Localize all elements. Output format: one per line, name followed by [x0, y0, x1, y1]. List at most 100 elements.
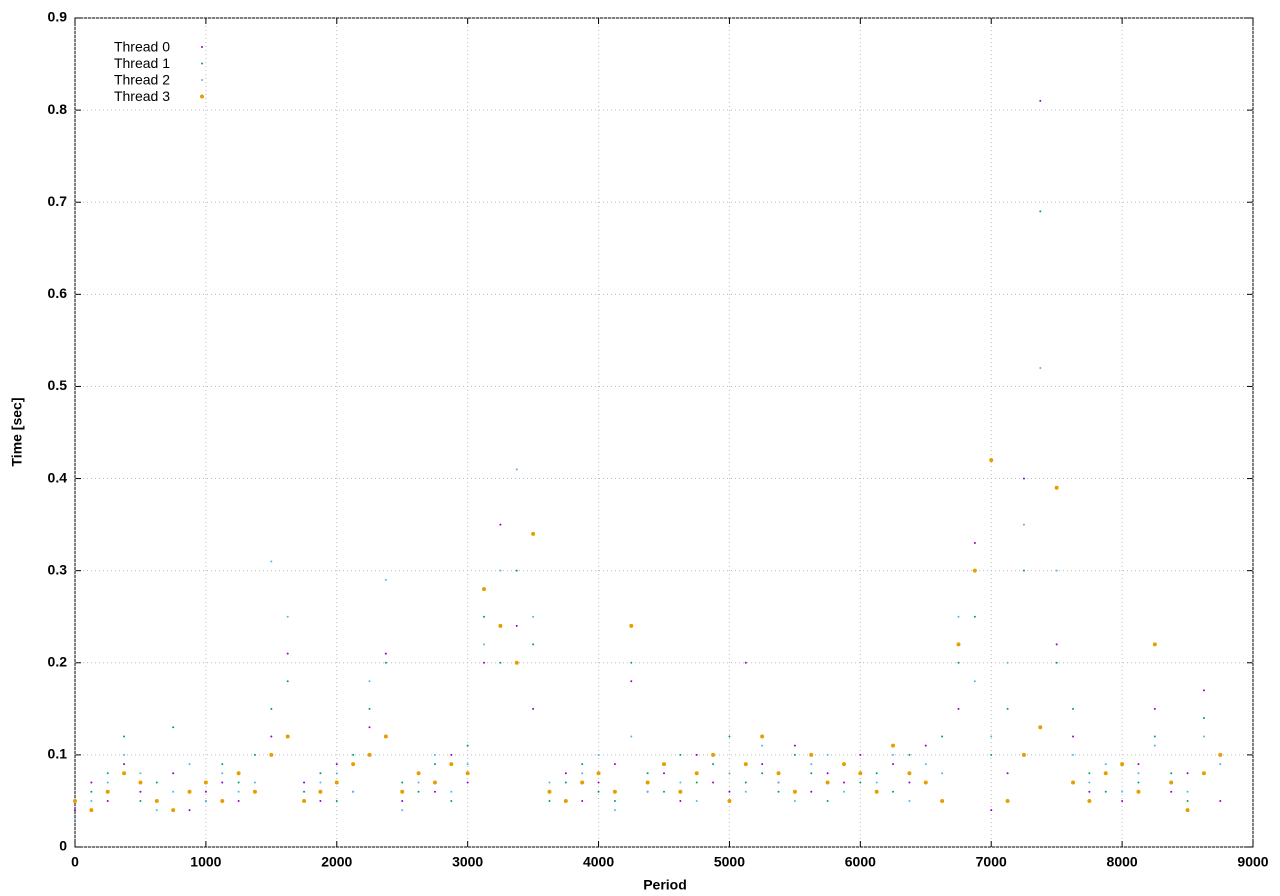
point [663, 772, 665, 775]
point [221, 772, 224, 775]
point [810, 772, 813, 775]
point [499, 661, 502, 664]
point [172, 726, 175, 729]
point [171, 808, 176, 813]
point [1153, 707, 1156, 710]
point [122, 771, 127, 776]
point [334, 780, 339, 785]
point [842, 790, 845, 793]
point [449, 762, 454, 767]
point [154, 798, 159, 803]
point [1201, 771, 1206, 776]
point [1072, 753, 1075, 756]
point [1072, 735, 1075, 738]
point [1186, 790, 1189, 793]
point [712, 763, 715, 766]
point [1087, 798, 1092, 803]
point [1006, 772, 1009, 775]
point [990, 753, 993, 756]
point [777, 781, 780, 784]
point [678, 789, 683, 794]
point [892, 753, 895, 756]
point [237, 799, 240, 802]
point [433, 763, 436, 766]
point [1202, 735, 1205, 738]
point [383, 734, 388, 739]
point [1022, 477, 1025, 480]
point [203, 780, 208, 785]
point [483, 661, 486, 664]
point [220, 798, 225, 803]
point [695, 799, 698, 802]
point [597, 790, 600, 793]
point [940, 798, 945, 803]
point [1072, 707, 1075, 710]
point [581, 799, 584, 802]
point [777, 790, 780, 793]
legend-label: Thread 0 [114, 39, 170, 55]
point [826, 772, 829, 775]
point [106, 772, 109, 775]
point [367, 752, 372, 757]
point [1121, 799, 1124, 802]
point [597, 753, 600, 756]
point [924, 763, 927, 766]
point [138, 780, 143, 785]
point [106, 799, 109, 802]
point [532, 615, 535, 618]
point [859, 781, 862, 784]
point [1022, 569, 1025, 572]
y-tick-label: 0.2 [48, 653, 68, 669]
point [188, 763, 191, 766]
x-axis-label: Period [643, 877, 687, 893]
point [433, 790, 436, 793]
point [547, 789, 552, 794]
point [630, 680, 633, 683]
point [744, 781, 747, 784]
point [1039, 210, 1042, 213]
point [335, 772, 338, 775]
point [1006, 707, 1009, 710]
point [580, 780, 585, 785]
point [1219, 763, 1222, 766]
point [1055, 569, 1058, 572]
point [695, 781, 698, 784]
point [483, 643, 486, 646]
point [1120, 762, 1125, 767]
point [221, 781, 224, 784]
point [776, 771, 781, 776]
point [466, 744, 469, 747]
y-tick-label: 0.3 [48, 561, 68, 577]
point [581, 763, 584, 766]
point [270, 707, 273, 710]
point [1071, 780, 1076, 785]
y-tick-label: 0.9 [48, 9, 68, 25]
point [1153, 735, 1156, 738]
point [990, 735, 993, 738]
point [793, 799, 796, 802]
point [1202, 689, 1205, 692]
point [514, 660, 519, 665]
point [744, 661, 747, 664]
point [401, 799, 404, 802]
y-tick-label: 0.6 [48, 285, 68, 301]
point [630, 661, 633, 664]
point [957, 707, 960, 710]
point [564, 772, 567, 775]
x-tick-label: 9000 [1237, 854, 1268, 870]
point [859, 753, 862, 756]
point [368, 726, 371, 729]
point [1153, 744, 1156, 747]
y-axis-label: Time [sec] [9, 398, 25, 467]
point [319, 781, 322, 784]
point [957, 615, 960, 618]
point [924, 744, 927, 747]
point [515, 624, 518, 627]
point [384, 578, 387, 581]
point [612, 789, 617, 794]
legend-label: Thread 2 [114, 72, 170, 88]
point [483, 615, 486, 618]
point [563, 798, 568, 803]
point [694, 771, 699, 776]
